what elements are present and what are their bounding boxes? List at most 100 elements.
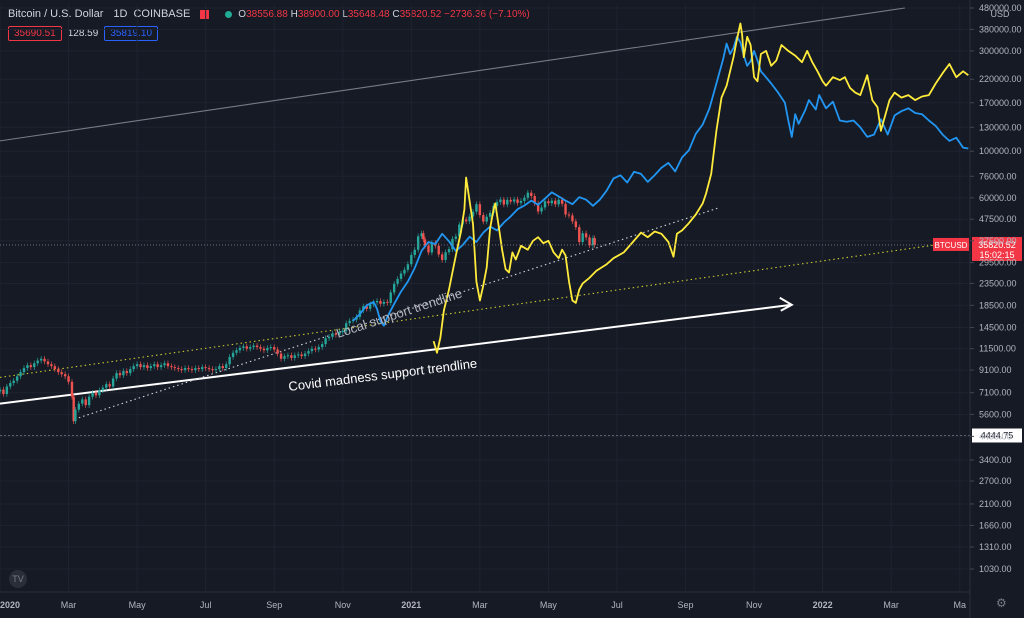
candle [5, 386, 9, 395]
y-tick-label: 100000.00 [979, 146, 1022, 156]
candle [536, 203, 540, 212]
candle [331, 333, 334, 337]
candle [327, 336, 331, 339]
candle [279, 353, 283, 359]
candle [67, 376, 70, 382]
candle [478, 204, 482, 216]
gray-solid-trendline [0, 7, 905, 142]
candle [379, 300, 382, 304]
change-value: −2736.36 (−7.10%) [444, 8, 530, 20]
y-tick-label: 220000.00 [979, 74, 1022, 84]
candle [72, 396, 75, 422]
candle [57, 369, 60, 373]
candle [591, 238, 595, 246]
candle [451, 238, 454, 250]
flag-icon[interactable] [200, 9, 210, 19]
candle [399, 273, 403, 279]
candle [211, 369, 214, 371]
x-tick-label: Ma [953, 600, 966, 610]
candle [108, 384, 111, 387]
candle [396, 278, 399, 284]
y-tick-label: 47500.00 [979, 214, 1017, 224]
candle [43, 358, 46, 362]
candle [464, 219, 468, 222]
candle [410, 254, 413, 265]
candle [81, 399, 84, 404]
y-tick-label: 23500.00 [979, 278, 1017, 288]
candle [94, 392, 98, 396]
candle [344, 323, 348, 331]
market-status-icon [225, 10, 233, 18]
y-tick-label: 1310.00 [979, 542, 1012, 552]
exchange-label: COINBASE [133, 8, 191, 20]
y-tick-label: 11500.00 [979, 344, 1016, 354]
y-tick-label: 76000.00 [979, 171, 1017, 181]
candle [63, 374, 67, 377]
x-tick-label: Mar [472, 600, 488, 610]
solid-white-arrow-trendline [0, 303, 792, 405]
candle [437, 245, 440, 255]
blue-series-line [352, 35, 969, 327]
candle [471, 211, 475, 217]
candle [231, 352, 235, 358]
candle [341, 330, 344, 333]
candle [468, 216, 471, 222]
covid-support-label: Covid madness support trendline [288, 356, 478, 394]
open-value: 38556.88 [246, 8, 288, 20]
candle [207, 368, 211, 370]
close-value: 35820.52 [399, 8, 442, 20]
candle [526, 192, 530, 198]
candle [283, 356, 286, 359]
y-tick-label: 380000.00 [979, 24, 1022, 34]
candle [105, 384, 108, 388]
axis-currency-label: USD [990, 9, 1010, 19]
candle [183, 368, 187, 371]
x-tick-label: Jul [611, 600, 623, 610]
y-tick-label: 130000.00 [979, 122, 1022, 132]
candle [557, 199, 560, 205]
candle [485, 216, 488, 222]
candle [50, 364, 53, 367]
bid-button[interactable]: 35690.51 [8, 26, 62, 41]
x-tick-label: Mar [61, 600, 77, 610]
candle [368, 304, 372, 309]
candle [540, 207, 543, 212]
spread-value: 128.59 [67, 28, 99, 39]
interval-label[interactable]: 1D [113, 8, 128, 20]
candle [146, 365, 149, 369]
y-tick-label: 300000.00 [979, 46, 1022, 56]
candle [221, 366, 224, 369]
candle [187, 368, 190, 370]
tradingview-logo-icon[interactable]: TV [9, 570, 27, 588]
candle [98, 390, 101, 396]
candle [533, 196, 536, 204]
candles [0, 189, 596, 424]
marked-level-value: 4444.75 [981, 430, 1014, 440]
y-tick-label: 18500.00 [979, 300, 1017, 310]
candle [574, 221, 578, 228]
ask-button[interactable]: 35819.10 [104, 26, 159, 41]
candle [122, 371, 125, 376]
candle [242, 346, 245, 348]
overlay-series [352, 22, 969, 354]
x-tick-label: 2020 [0, 600, 20, 610]
candle [413, 249, 416, 255]
candle [317, 347, 320, 350]
gear-icon[interactable]: ⚙ [996, 596, 1007, 610]
symbol-name[interactable]: Bitcoin / U.S. Dollar [8, 8, 104, 20]
y-tick-label: 1660.00 [979, 520, 1012, 530]
candle [0, 389, 2, 392]
symbol-tag-label: BTCUSD [935, 241, 968, 250]
candle [159, 365, 163, 368]
candle [180, 369, 183, 371]
bid-ask-row: 35690.51 128.59 35819.10 [8, 26, 159, 41]
candle [262, 348, 266, 351]
candle [584, 233, 588, 238]
candle [509, 199, 512, 202]
x-tick-label: Sep [266, 600, 282, 610]
candle [163, 363, 166, 366]
candle [259, 347, 262, 349]
